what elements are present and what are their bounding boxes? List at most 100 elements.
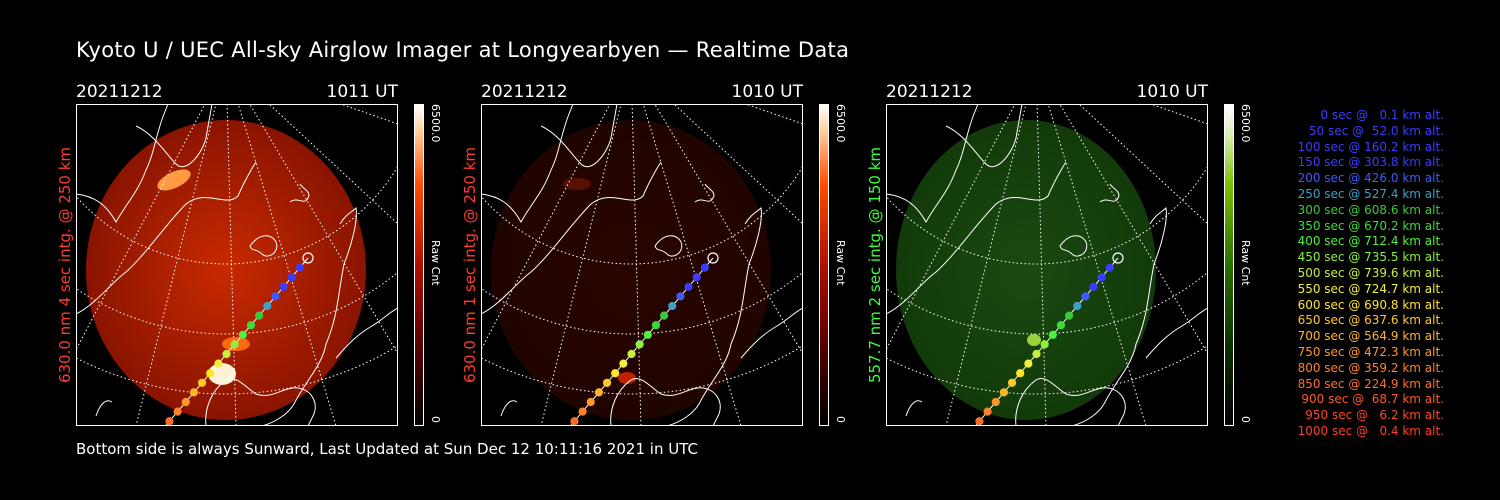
trajectory-point <box>197 378 207 387</box>
legend-row: 450 sec @ 735.5 km alt. <box>1297 250 1444 265</box>
panel-time: 1011 UT <box>326 82 399 102</box>
aurora-blob <box>208 363 236 385</box>
coastline <box>481 104 803 426</box>
legend-row: 500 sec @ 739.6 km alt. <box>1297 265 1444 280</box>
meridian-line <box>642 104 742 426</box>
map-frame <box>886 104 1208 426</box>
trajectory-point <box>594 388 604 397</box>
trajectory-point <box>1081 292 1090 301</box>
meridian-line <box>76 104 206 351</box>
legend-row: 900 sec @ 68.7 km alt. <box>1301 392 1444 407</box>
trajectory-point <box>983 407 992 416</box>
map-grid <box>481 104 803 426</box>
trajectory-point <box>1097 273 1106 282</box>
colorbar-min: 0 <box>429 416 442 423</box>
sky-disc <box>86 120 366 420</box>
meridian-line <box>226 104 237 426</box>
legend-row: 0 sec @ 0.1 km alt. <box>1320 108 1445 122</box>
trajectory-point <box>206 369 215 378</box>
legend-row: 50 sec @ 52.0 km alt. <box>1309 123 1444 138</box>
trajectory-point <box>165 417 174 426</box>
trajectory-point <box>684 282 693 291</box>
meridian-line <box>1047 104 1147 426</box>
meridian-line <box>481 104 611 351</box>
trajectory-point <box>619 359 628 368</box>
trajectory-point <box>1032 349 1041 359</box>
panel-630nm-4sec: 20211212 1011 UT 630.0 nm 4 sec intg. @ … <box>56 82 496 432</box>
trajectory-point <box>1007 378 1017 387</box>
allsky-image <box>481 104 803 426</box>
trajectory-point <box>635 340 644 349</box>
trajectory-point <box>263 301 272 311</box>
panel-date: 20211212 <box>886 82 973 102</box>
trajectory-point <box>692 273 701 282</box>
panel-630nm-1sec: 20211212 1010 UT 630.0 nm 1 sec intg. @ … <box>461 82 901 432</box>
trajectory-point <box>222 349 231 359</box>
trajectory-point <box>1065 311 1074 320</box>
meridian-line <box>237 104 337 426</box>
trajectory <box>569 252 719 426</box>
meridian-line <box>249 104 398 355</box>
colorbar-max: 6500.0 <box>1239 104 1252 143</box>
trajectory-point <box>246 321 256 330</box>
map-frame <box>76 104 398 426</box>
aurora-blob <box>157 169 191 191</box>
trajectory-legend: 0 sec @ 0.1 km alt. 50 sec @ 52.0 km alt.… <box>1262 108 1444 440</box>
panel-557nm-2sec: 20211212 1010 UT 557.7 nm 2 sec intg. @ … <box>866 82 1306 432</box>
legend-row: 800 sec @ 359.2 km alt. <box>1297 360 1444 375</box>
meridian-line <box>673 104 803 225</box>
allsky-image <box>886 104 1208 426</box>
trajectory-point <box>173 407 182 416</box>
meridian-line <box>654 104 803 355</box>
legend-row: 750 sec @ 472.3 km alt. <box>1297 344 1444 359</box>
page-title: Kyoto U / UEC All-sky Airglow Imager at … <box>76 38 850 62</box>
colorbar-max: 6500.0 <box>429 104 442 143</box>
trajectory-point <box>660 311 669 320</box>
aurora-blob <box>618 372 636 384</box>
aurora-blob <box>563 178 591 190</box>
allsky-image <box>76 104 398 426</box>
trajectory-point <box>1073 301 1082 311</box>
colorbar-min: 0 <box>834 416 847 423</box>
trajectory-point <box>295 263 304 272</box>
colorbar-unit: Raw Cnt <box>834 240 847 286</box>
meridian-line <box>744 104 803 125</box>
legend-row: 950 sec @ 6.2 km alt. <box>1305 408 1444 423</box>
sky-disc <box>491 120 771 420</box>
legend-row: 700 sec @ 564.9 km alt. <box>1297 329 1444 344</box>
panel-date: 20211212 <box>481 82 568 102</box>
footer-note: Bottom side is always Sunward, Last Upda… <box>76 440 698 458</box>
legend-row: 600 sec @ 690.8 km alt. <box>1297 297 1444 312</box>
trajectory-point <box>643 330 652 339</box>
trajectory-point <box>668 301 677 311</box>
trajectory-point <box>578 407 587 416</box>
meridian-line <box>631 104 642 426</box>
trajectory-point <box>238 330 247 339</box>
trajectory-point <box>214 359 223 368</box>
trajectory-point <box>676 292 685 301</box>
trajectory <box>164 252 314 426</box>
coastline <box>886 104 1208 426</box>
colorbar-unit: Raw Cnt <box>429 240 442 286</box>
legend-row: 150 sec @ 303.8 km alt. <box>1297 155 1444 170</box>
colorbar <box>819 104 829 426</box>
trajectory-point <box>271 292 280 301</box>
trajectory-point <box>1024 359 1033 368</box>
legend-row: 250 sec @ 527.4 km alt. <box>1297 186 1444 201</box>
meridian-line <box>1149 104 1208 125</box>
colorbar-min: 0 <box>1239 416 1252 423</box>
trajectory-point <box>651 321 661 330</box>
legend-row: 400 sec @ 712.4 km alt. <box>1297 234 1444 249</box>
trajectory-point <box>287 273 296 282</box>
panel-ylabel: 557.7 nm 2 sec intg. @ 150 km <box>866 146 884 384</box>
trajectory-point <box>700 263 709 272</box>
legend-row: 100 sec @ 160.2 km alt. <box>1297 139 1444 154</box>
trajectory-point <box>1112 252 1124 264</box>
trajectory-point <box>1016 369 1025 378</box>
trajectory-point <box>302 252 314 264</box>
trajectory-point <box>999 388 1009 397</box>
trajectory-point <box>611 369 620 378</box>
colorbar <box>414 104 424 426</box>
panel-ylabel: 630.0 nm 1 sec intg. @ 250 km <box>461 146 479 384</box>
legend-row: 200 sec @ 426.0 km alt. <box>1297 171 1444 186</box>
